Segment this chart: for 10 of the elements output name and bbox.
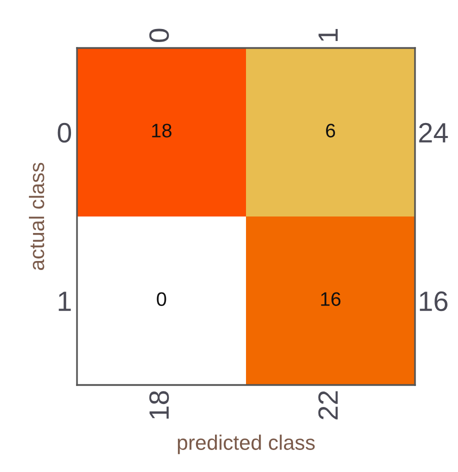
text: 22	[318, 391, 338, 420]
x-axis-title: predicted class	[178, 434, 315, 454]
y-axis-title: actual class	[28, 162, 44, 270]
data-label: 6	[326, 124, 336, 138]
y2-tick-label: 16	[420, 291, 448, 312]
y2-tick-label: 24	[419, 122, 448, 142]
data-label: 0	[156, 292, 166, 306]
data-label: 18	[152, 124, 172, 138]
data-label: 16	[321, 292, 340, 306]
text: 18	[149, 391, 169, 419]
